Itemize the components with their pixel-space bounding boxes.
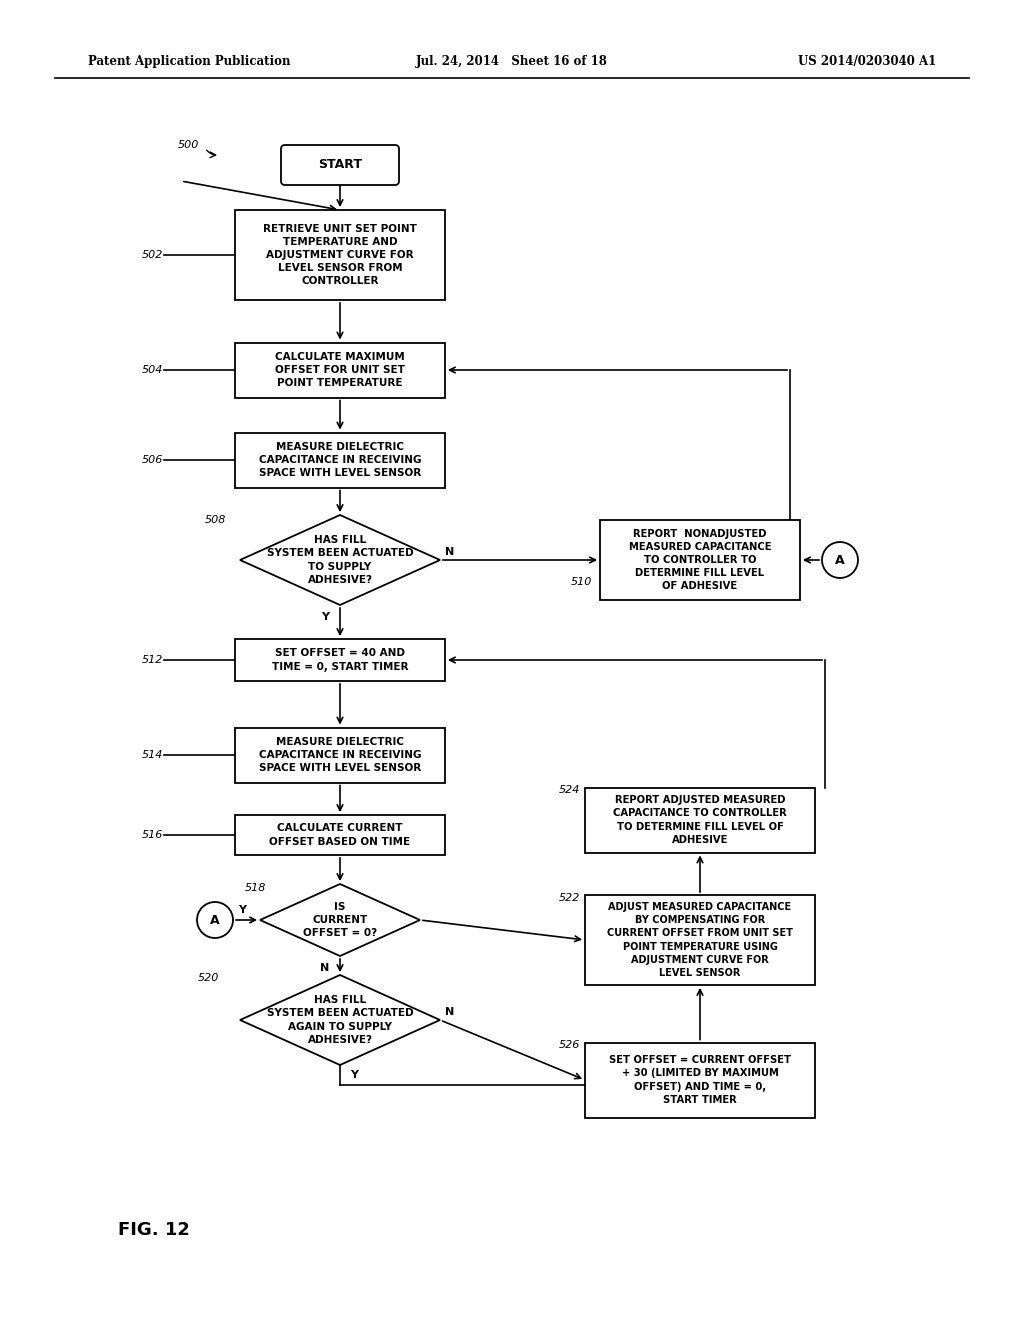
Text: 516: 516 xyxy=(141,830,163,840)
Bar xyxy=(585,1043,815,1118)
Polygon shape xyxy=(240,975,440,1065)
Bar xyxy=(234,342,445,397)
Bar xyxy=(234,639,445,681)
Text: Y: Y xyxy=(321,612,329,622)
Text: 502: 502 xyxy=(141,249,163,260)
Text: 526: 526 xyxy=(559,1040,580,1049)
Text: 522: 522 xyxy=(559,894,580,903)
Text: N: N xyxy=(445,546,455,557)
Text: HAS FILL
SYSTEM BEEN ACTUATED
AGAIN TO SUPPLY
ADHESIVE?: HAS FILL SYSTEM BEEN ACTUATED AGAIN TO S… xyxy=(266,995,414,1045)
Text: MEASURE DIELECTRIC
CAPACITANCE IN RECEIVING
SPACE WITH LEVEL SENSOR: MEASURE DIELECTRIC CAPACITANCE IN RECEIV… xyxy=(259,737,421,774)
Text: 506: 506 xyxy=(141,455,163,465)
Text: REPORT  NONADJUSTED
MEASURED CAPACITANCE
TO CONTROLLER TO
DETERMINE FILL LEVEL
O: REPORT NONADJUSTED MEASURED CAPACITANCE … xyxy=(629,528,771,591)
Text: Patent Application Publication: Patent Application Publication xyxy=(88,55,291,69)
Bar xyxy=(585,895,815,985)
Text: SET OFFSET = 40 AND
TIME = 0, START TIMER: SET OFFSET = 40 AND TIME = 0, START TIME… xyxy=(271,648,409,672)
Bar xyxy=(234,210,445,300)
Text: HAS FILL
SYSTEM BEEN ACTUATED
TO SUPPLY
ADHESIVE?: HAS FILL SYSTEM BEEN ACTUATED TO SUPPLY … xyxy=(266,535,414,585)
Polygon shape xyxy=(260,884,420,956)
Circle shape xyxy=(822,543,858,578)
Text: 512: 512 xyxy=(141,655,163,665)
Bar xyxy=(600,520,800,601)
Text: N: N xyxy=(321,964,330,973)
Text: A: A xyxy=(836,553,845,566)
Text: N: N xyxy=(445,1007,455,1016)
Text: MEASURE DIELECTRIC
CAPACITANCE IN RECEIVING
SPACE WITH LEVEL SENSOR: MEASURE DIELECTRIC CAPACITANCE IN RECEIV… xyxy=(259,442,421,478)
Circle shape xyxy=(197,902,233,939)
Text: 504: 504 xyxy=(141,366,163,375)
Text: RETRIEVE UNIT SET POINT
TEMPERATURE AND
ADJUSTMENT CURVE FOR
LEVEL SENSOR FROM
C: RETRIEVE UNIT SET POINT TEMPERATURE AND … xyxy=(263,223,417,286)
Text: CALCULATE CURRENT
OFFSET BASED ON TIME: CALCULATE CURRENT OFFSET BASED ON TIME xyxy=(269,824,411,846)
Text: Y: Y xyxy=(350,1071,358,1080)
Bar xyxy=(234,814,445,855)
Text: 510: 510 xyxy=(570,577,592,587)
Text: US 2014/0203040 A1: US 2014/0203040 A1 xyxy=(798,55,936,69)
Text: SET OFFSET = CURRENT OFFSET
+ 30 (LIMITED BY MAXIMUM
OFFSET) AND TIME = 0,
START: SET OFFSET = CURRENT OFFSET + 30 (LIMITE… xyxy=(609,1055,791,1105)
Bar xyxy=(585,788,815,853)
Text: 524: 524 xyxy=(559,785,580,795)
Text: CALCULATE MAXIMUM
OFFSET FOR UNIT SET
POINT TEMPERATURE: CALCULATE MAXIMUM OFFSET FOR UNIT SET PO… xyxy=(275,352,404,388)
Text: REPORT ADJUSTED MEASURED
CAPACITANCE TO CONTROLLER
TO DETERMINE FILL LEVEL OF
AD: REPORT ADJUSTED MEASURED CAPACITANCE TO … xyxy=(613,795,786,845)
Bar xyxy=(234,727,445,783)
Text: ADJUST MEASURED CAPACITANCE
BY COMPENSATING FOR
CURRENT OFFSET FROM UNIT SET
POI: ADJUST MEASURED CAPACITANCE BY COMPENSAT… xyxy=(607,902,793,978)
Bar xyxy=(234,433,445,487)
Text: START: START xyxy=(318,158,362,172)
Text: 520: 520 xyxy=(198,973,219,983)
Text: 508: 508 xyxy=(205,515,226,525)
Text: IS
CURRENT
OFFSET = 0?: IS CURRENT OFFSET = 0? xyxy=(303,902,377,939)
FancyBboxPatch shape xyxy=(281,145,399,185)
Text: A: A xyxy=(210,913,220,927)
Text: Jul. 24, 2014   Sheet 16 of 18: Jul. 24, 2014 Sheet 16 of 18 xyxy=(416,55,608,69)
Text: FIG. 12: FIG. 12 xyxy=(118,1221,189,1239)
Text: 500: 500 xyxy=(178,140,200,150)
Text: 514: 514 xyxy=(141,750,163,760)
Polygon shape xyxy=(240,515,440,605)
Text: Y: Y xyxy=(238,906,246,915)
Text: 518: 518 xyxy=(245,883,266,894)
